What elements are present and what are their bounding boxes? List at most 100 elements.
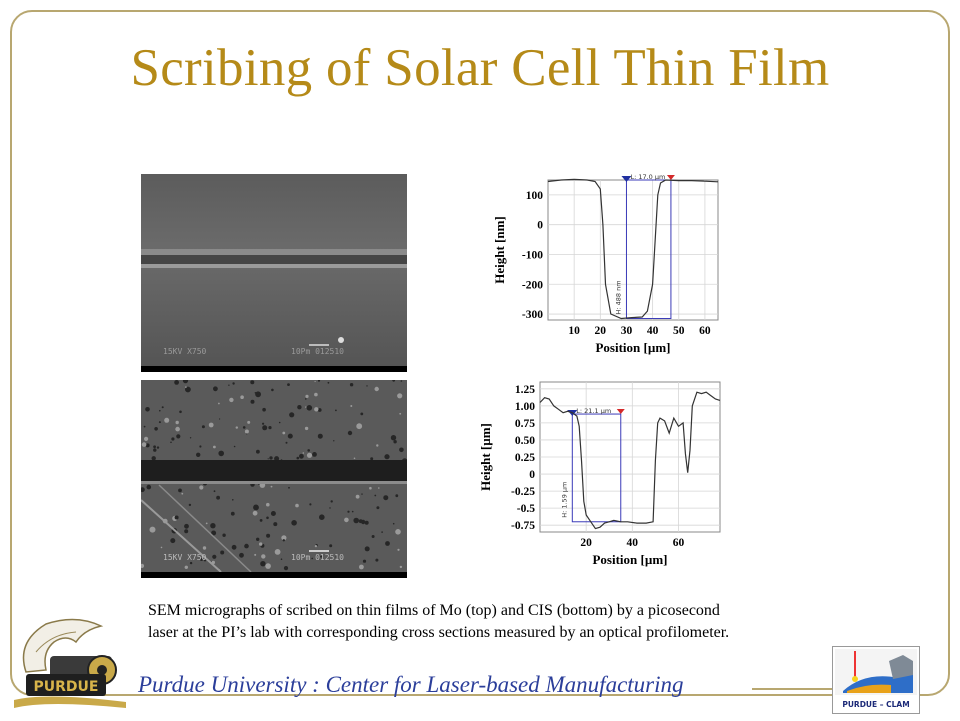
sem-speck (287, 383, 290, 386)
sem-speck (256, 449, 260, 454)
x-tick-label: 60 (673, 537, 685, 549)
sem-speck (375, 558, 379, 562)
sem-speck (143, 425, 146, 428)
sem-speck (397, 393, 403, 399)
x-axis-label: Position [µm] (595, 340, 670, 355)
sem-speck (235, 426, 238, 429)
sem-speck (296, 456, 300, 460)
sem-speck (305, 398, 307, 400)
sem-speck (161, 406, 164, 409)
sem-speck (271, 388, 274, 392)
marker-icon (666, 175, 675, 180)
sem-speck (208, 422, 214, 428)
sem-speck (364, 546, 370, 552)
sem-speck (369, 486, 372, 490)
sem-speck (188, 503, 192, 507)
sem-speck (285, 441, 288, 444)
sem-image-mo: 15KV X750 10Pm 012510 (141, 174, 407, 372)
sem-speck (362, 559, 367, 563)
sem-speck (299, 453, 304, 459)
sem-speck (378, 487, 380, 489)
sem-speck (399, 447, 404, 453)
sem-speck (314, 407, 319, 412)
sem-speck (179, 410, 182, 414)
sem-speck (262, 407, 266, 412)
sem-top-label-left: 15KV X750 (163, 347, 207, 356)
sem-speck (266, 502, 270, 507)
height-annotation: H: 488 nm (614, 280, 622, 314)
sem-speck (297, 405, 302, 410)
sem-speck (273, 522, 278, 527)
sem-speck (353, 457, 356, 460)
sem-speck (359, 564, 364, 570)
x-tick-label: 40 (647, 325, 659, 337)
profile-line (547, 178, 719, 320)
sem-speck (347, 510, 350, 513)
sem-speck (174, 380, 179, 385)
sem-speck (361, 519, 366, 525)
sem-speck (244, 429, 249, 434)
sem-speck (239, 552, 244, 558)
sem-speck (267, 458, 269, 460)
sem-speck (218, 402, 220, 405)
length-annotation: L: 17.0 µm (630, 173, 665, 181)
sem-speck (304, 426, 309, 431)
sem-speck (344, 517, 349, 523)
sem-speck (395, 529, 401, 535)
sem-speck (184, 523, 189, 529)
sem-speck (220, 550, 225, 555)
sem-bottom-label-left: 15KV X750 (163, 553, 207, 562)
sem-speck (376, 506, 380, 510)
x-tick-label: 50 (673, 325, 685, 337)
sem-speck (347, 430, 353, 436)
length-annotation: L: 21.1 µm (576, 407, 611, 415)
caption-line-2: laser at the PI’s lab with corresponding… (148, 624, 730, 641)
sem-speck (205, 522, 208, 525)
sem-speck (145, 407, 150, 412)
sem-speck (184, 529, 189, 534)
sem-speck (309, 503, 312, 506)
x-tick-label: 60 (699, 325, 711, 337)
sem-speck (392, 380, 396, 382)
sem-speck (270, 511, 276, 516)
clam-logo-text: PURDUE – CLAM (842, 700, 909, 709)
sem-speck (335, 556, 337, 558)
sem-speck (381, 531, 383, 533)
sem-speck (175, 426, 180, 432)
sem-speck (171, 437, 175, 441)
sem-top-label-right: 10Pm 012510 (291, 347, 344, 356)
y-tick-label: -100 (522, 249, 543, 261)
footer-divider (752, 688, 832, 690)
x-tick-label: 20 (580, 537, 592, 549)
y-tick-label: -200 (522, 279, 543, 291)
sem-speck (156, 446, 160, 449)
sem-speck (201, 425, 205, 429)
sem-speck (302, 452, 305, 454)
sem-speck (216, 495, 220, 500)
sem-speck (262, 422, 265, 425)
sem-speck (278, 421, 281, 424)
sem-speck (176, 434, 181, 439)
plot-area (547, 179, 719, 321)
y-axis-label: Height [nm] (492, 216, 507, 284)
sem-speck (259, 542, 263, 546)
sem-speck (385, 541, 390, 546)
sem-speck (399, 412, 402, 415)
sem-speck (199, 485, 204, 490)
y-tick-label: -0.5 (517, 503, 535, 515)
sem-speck (282, 539, 285, 542)
sem-speck (232, 499, 234, 501)
sem-speck (151, 456, 156, 461)
sem-speck (355, 494, 360, 499)
sem-speck (145, 443, 150, 448)
sem-speck (376, 444, 379, 447)
sem-speck (320, 555, 323, 558)
sem-speck (262, 425, 268, 431)
sem-speck (233, 445, 236, 448)
y-tick-label: -0.75 (511, 520, 535, 532)
sem-speck (196, 452, 201, 457)
sem-speck (240, 395, 244, 399)
marker-icon (621, 176, 632, 182)
sem-speck (159, 409, 161, 412)
sem-speck (307, 449, 310, 452)
